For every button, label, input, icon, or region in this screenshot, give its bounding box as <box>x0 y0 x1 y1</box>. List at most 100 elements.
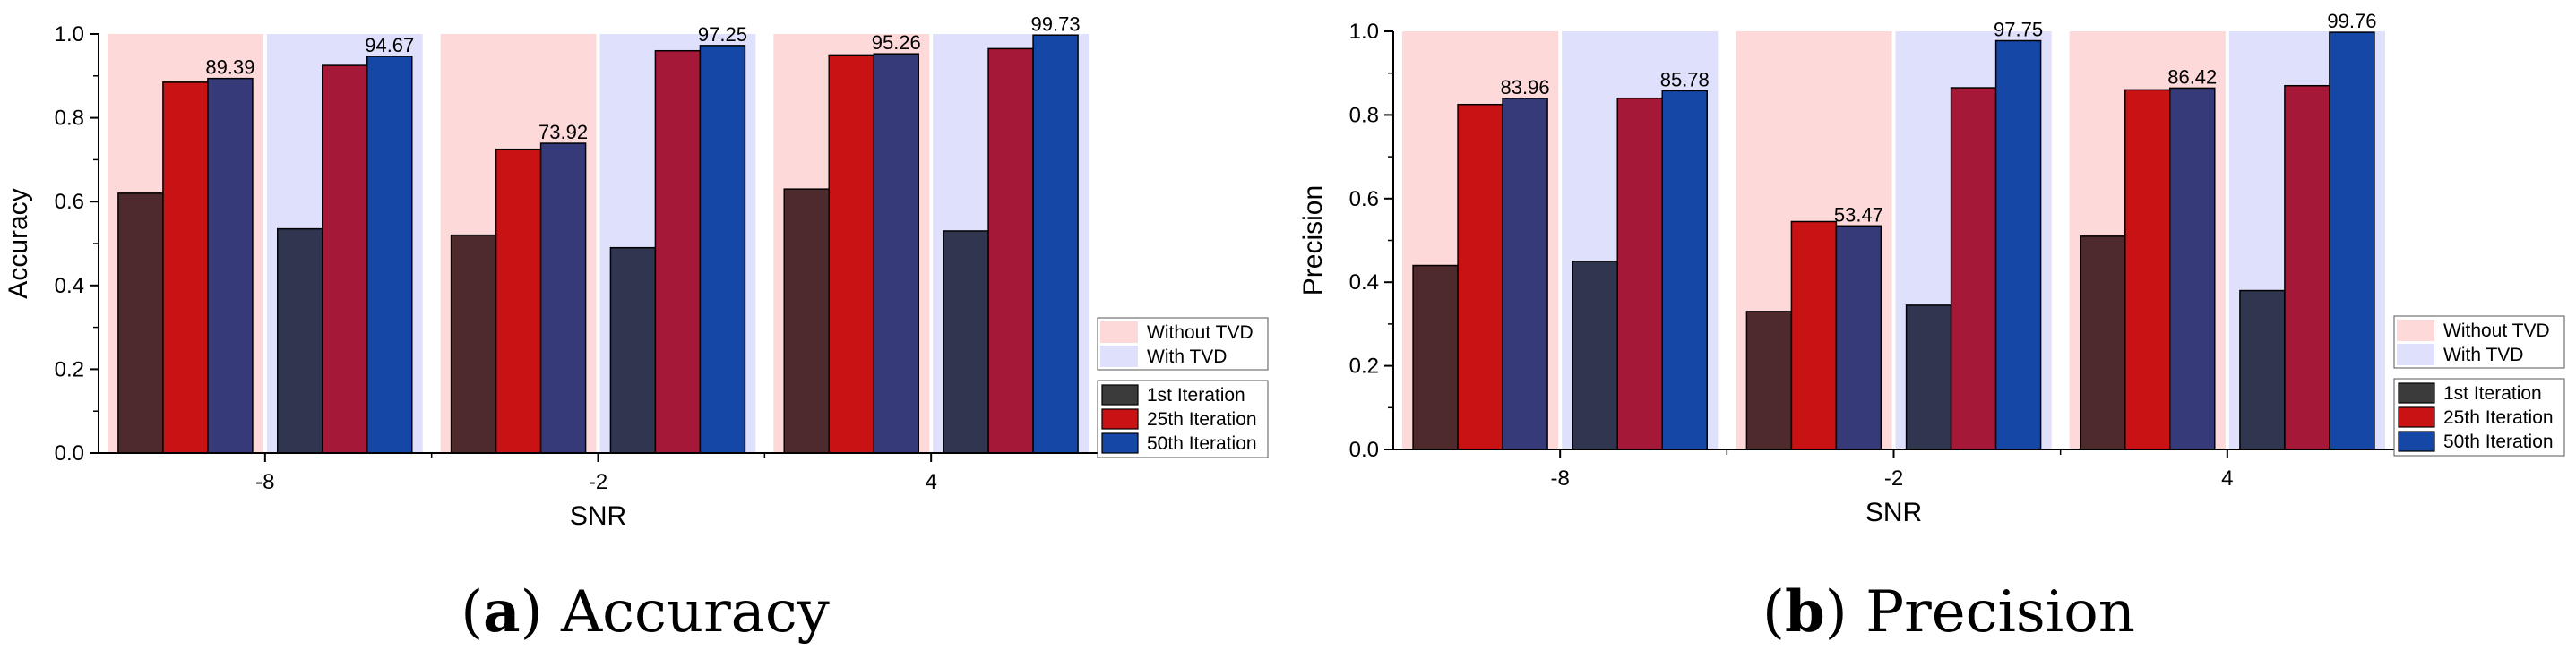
y-axis-title: Accuracy <box>4 188 33 298</box>
x-axis-title: SNR <box>570 501 626 531</box>
y-axis-title: Precision <box>1298 185 1328 295</box>
bar-precision-g1-s0-c1 <box>1905 304 1952 450</box>
x-tick-label: 4 <box>2221 466 2233 491</box>
bar-precision-g1-s1-c1 <box>1950 87 1997 450</box>
x-axis-title: SNR <box>1865 498 1922 527</box>
legend-label: 50th Iteration <box>1147 433 1257 454</box>
data-label: 97.75 <box>1994 19 2043 41</box>
legend-label: Without TVD <box>2443 321 2550 341</box>
legend-swatch-series-0 <box>2398 382 2435 404</box>
data-label: 89.39 <box>205 56 254 79</box>
caption-part: ( <box>461 579 483 646</box>
caption-part: ) <box>521 579 561 646</box>
bar-accuracy-g1-s1-c2 <box>987 47 1034 454</box>
legend-label: 25th Iteration <box>2443 407 2554 428</box>
data-label: 83.96 <box>1501 76 1550 98</box>
x-tick-label: 4 <box>925 470 936 494</box>
data-label: 73.92 <box>538 121 588 143</box>
legend-swatch-series-2 <box>1101 432 1139 454</box>
bar-accuracy-g0-s1-c2 <box>828 54 874 454</box>
data-label: 99.73 <box>1031 13 1081 35</box>
bar-accuracy-g0-s0-c1 <box>450 234 497 454</box>
legend-swatch-series-0 <box>1101 384 1139 406</box>
y-tick-label: 0.4 <box>55 274 84 298</box>
bar-precision-g1-s2-c2 <box>2329 31 2375 450</box>
caption: (b) Precision <box>1762 578 2135 646</box>
x-tick-label: -2 <box>589 470 607 494</box>
caption: (a) Accuracy <box>461 578 830 646</box>
y-tick-label: 0.0 <box>55 441 84 466</box>
x-tick-label: -2 <box>1884 466 1903 491</box>
bar-accuracy-g0-s0-c2 <box>783 188 830 454</box>
bar-accuracy-g1-s0-c2 <box>943 230 989 454</box>
data-label: 86.42 <box>2167 65 2217 88</box>
legend-label: 50th Iteration <box>2443 432 2554 452</box>
bar-accuracy-g1-s2-c0 <box>366 56 413 454</box>
bar-precision-g1-s0-c2 <box>2239 289 2286 450</box>
x-tick-label: -8 <box>1550 466 1569 491</box>
y-tick-label: 1.0 <box>1349 20 1379 44</box>
legend-swatch-series-2 <box>2398 431 2435 452</box>
data-label: 95.26 <box>872 31 921 54</box>
bar-precision-g1-s1-c0 <box>1616 97 1663 450</box>
data-label: 53.47 <box>1834 203 1883 226</box>
bar-precision-g0-s1-c1 <box>1790 220 1838 450</box>
bar-accuracy-g0-s1-c1 <box>495 148 542 454</box>
caption-part: Accuracy <box>560 579 830 646</box>
y-tick-label: 0.8 <box>1349 103 1379 127</box>
bar-accuracy-g0-s2-c2 <box>873 53 919 454</box>
y-tick-label: 1.0 <box>55 22 84 47</box>
caption-part: ( <box>1762 579 1785 646</box>
y-tick-label: 0.4 <box>1349 270 1379 295</box>
legend-swatch-with-tvd <box>2397 344 2434 365</box>
legend-label: 1st Iteration <box>2443 383 2542 404</box>
bar-accuracy-g1-s1-c1 <box>654 49 702 454</box>
bar-precision-g0-s1-c0 <box>1457 103 1503 450</box>
legend-label: 25th Iteration <box>1147 409 1257 430</box>
data-label: 97.25 <box>698 23 747 46</box>
caption-part: Precision <box>1865 579 2135 646</box>
bar-precision-g1-s1-c2 <box>2284 84 2330 450</box>
bar-precision-g1-s0-c0 <box>1572 261 1618 450</box>
bar-accuracy-g1-s2-c2 <box>1032 34 1079 454</box>
legend-label: Without TVD <box>1147 322 1254 343</box>
bar-accuracy-g1-s1-c0 <box>322 64 368 454</box>
bar-precision-g0-s2-c2 <box>2169 87 2216 450</box>
bar-accuracy-g0-s1-c0 <box>162 81 209 454</box>
data-label: 99.76 <box>2327 10 2376 32</box>
data-label: 94.67 <box>365 34 414 56</box>
caption-letter: a <box>483 578 520 646</box>
caption-part: ) <box>1825 579 1865 646</box>
bar-accuracy-g1-s2-c1 <box>699 45 746 454</box>
y-tick-label: 0.6 <box>55 190 84 214</box>
legend-label: With TVD <box>2443 345 2523 365</box>
y-tick-label: 0.0 <box>1349 438 1379 462</box>
legend-swatch-series-1 <box>2398 406 2435 428</box>
legend-label: With TVD <box>1147 346 1227 367</box>
legend-swatch-without-tvd <box>2397 320 2434 341</box>
legend-swatch-without-tvd <box>1100 321 1138 343</box>
bar-precision-g0-s2-c0 <box>1502 98 1548 450</box>
x-tick-label: -8 <box>255 470 274 494</box>
bar-precision-g0-s0-c1 <box>1745 311 1793 450</box>
bar-accuracy-g0-s2-c1 <box>539 142 587 454</box>
legend-swatch-series-1 <box>1101 408 1139 430</box>
bar-precision-g1-s2-c0 <box>1661 90 1708 450</box>
bar-precision-g1-s2-c1 <box>1994 39 2042 450</box>
bar-accuracy-g1-s0-c0 <box>277 227 323 454</box>
legend-label: 1st Iteration <box>1147 385 1245 406</box>
legend-swatch-with-tvd <box>1100 346 1138 367</box>
bar-precision-g0-s0-c2 <box>2080 235 2126 450</box>
data-label: 85.78 <box>1660 68 1710 90</box>
y-tick-label: 0.6 <box>1349 187 1379 211</box>
bar-accuracy-g0-s0-c0 <box>117 192 164 454</box>
bar-accuracy-g0-s2-c0 <box>207 77 254 454</box>
caption-letter: b <box>1785 578 1825 646</box>
bar-precision-g0-s2-c1 <box>1835 225 1882 450</box>
y-tick-label: 0.2 <box>55 357 84 381</box>
bar-precision-g0-s0-c0 <box>1412 264 1459 450</box>
bar-precision-g0-s1-c2 <box>2124 89 2171 450</box>
y-tick-label: 0.2 <box>1349 355 1379 379</box>
bar-accuracy-g1-s0-c1 <box>609 246 657 454</box>
